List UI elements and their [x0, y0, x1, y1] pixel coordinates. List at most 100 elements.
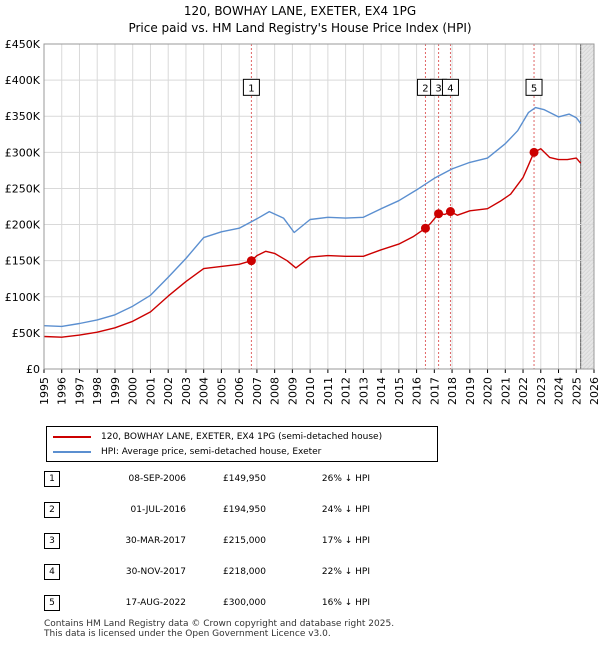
sale-date: 17-AUG-2022	[125, 598, 186, 608]
shade-hatch	[580, 325, 595, 340]
x-tick-label: 2005	[215, 377, 228, 405]
x-tick-label: 2002	[162, 377, 175, 405]
hpi-series-line	[43, 106, 582, 328]
y-tick-label: £400K	[5, 74, 41, 87]
shade-hatch	[580, 101, 595, 116]
sale-point	[420, 223, 430, 233]
shade-hatch	[580, 225, 595, 240]
y-tick-label: £350K	[5, 110, 41, 123]
sale-point	[434, 209, 444, 219]
y-tick-label: £250K	[5, 182, 41, 195]
sale-date: 08-SEP-2006	[128, 474, 186, 484]
x-tick-label: 2024	[553, 377, 566, 405]
shade-hatch	[580, 309, 595, 324]
sale-row: 4 30-NOV-2017 £218,000 22% ↓ HPI	[44, 564, 384, 580]
legend-entry-property: 120, BOWHAY LANE, EXETER, EX4 1PG (semi-…	[53, 429, 382, 445]
sale-number: 3	[44, 533, 60, 549]
x-tick-label: 2004	[198, 377, 211, 405]
shade-hatch	[580, 221, 595, 236]
shade-hatch	[580, 189, 595, 204]
x-tick-label: 2022	[517, 377, 530, 405]
sale-number: 1	[44, 471, 60, 487]
shade-hatch	[580, 185, 595, 200]
legend-entry-hpi: HPI: Average price, semi-detached house,…	[53, 444, 321, 460]
shade-hatch	[580, 297, 595, 312]
shade-hatch	[580, 341, 595, 356]
shade-hatch	[580, 229, 595, 244]
shade-hatch	[580, 93, 595, 108]
y-tick-label: £300K	[5, 146, 41, 159]
shade-hatch	[580, 105, 595, 120]
sale-row: 2 01-JUL-2016 £194,950 24% ↓ HPI	[44, 502, 384, 518]
x-tick-label: 2025	[570, 377, 583, 405]
sale-marker-box	[441, 78, 459, 96]
y-tick-label: £150K	[5, 255, 41, 268]
shade-hatch	[582, 357, 595, 370]
shade-hatch	[580, 133, 595, 148]
legend-label-property: 120, BOWHAY LANE, EXETER, EX4 1PG (semi-…	[101, 432, 383, 442]
shade-hatch	[580, 257, 595, 272]
shade-hatch	[580, 89, 595, 104]
x-tick-label: 2021	[499, 377, 512, 405]
x-tick-label: 2001	[144, 377, 157, 405]
shade-hatch	[580, 45, 595, 60]
shade-hatch	[580, 209, 595, 224]
shade-hatch	[580, 233, 595, 248]
y-tick-label: £450K	[5, 38, 41, 51]
x-tick-label: 2009	[286, 377, 299, 405]
x-tick-label: 2006	[233, 377, 246, 405]
shade-hatch	[580, 333, 595, 348]
shade-hatch	[580, 237, 595, 252]
shade-hatch	[580, 53, 595, 68]
shade-hatch	[580, 43, 588, 52]
shade-hatch	[580, 193, 595, 208]
sale-price: £215,000	[223, 536, 266, 546]
sale-price: £218,000	[223, 567, 266, 577]
x-tick-label: 2016	[411, 377, 424, 405]
shade-hatch	[580, 43, 592, 56]
sale-marker-label: 3	[435, 83, 441, 94]
shade-hatch	[580, 349, 595, 364]
legend-label-hpi: HPI: Average price, semi-detached house,…	[101, 447, 322, 457]
shade-hatch	[580, 317, 595, 332]
shade-hatch	[580, 201, 595, 216]
shade-hatch	[580, 125, 595, 140]
sale-point	[445, 207, 455, 217]
chart-title-block: 120, BOWHAY LANE, EXETER, EX4 1PG Price …	[0, 3, 600, 37]
sale-date: 01-JUL-2016	[130, 505, 186, 515]
y-tick-label: £100K	[5, 291, 41, 304]
y-tick-label: £0	[26, 363, 40, 376]
shade-hatch	[580, 301, 595, 316]
plot-background	[44, 44, 594, 369]
x-tick-label: 2012	[340, 377, 353, 405]
sale-marker-label: 2	[422, 83, 428, 94]
chart-title: 120, BOWHAY LANE, EXETER, EX4 1PG	[183, 4, 417, 18]
chart-subtitle: Price paid vs. HM Land Registry's House …	[128, 21, 472, 35]
shade-hatch	[580, 129, 595, 144]
x-tick-label: 2013	[357, 377, 370, 405]
sale-date: 30-NOV-2017	[125, 567, 186, 577]
shade-hatch	[580, 85, 595, 100]
shade-hatch	[580, 353, 595, 368]
property-series-line	[43, 148, 582, 338]
sale-marker-label: 4	[447, 83, 453, 94]
sale-date: 30-MAR-2017	[125, 536, 186, 546]
x-tick-label: 1997	[73, 377, 86, 405]
sale-number: 5	[44, 595, 60, 611]
sale-row: 1 08-SEP-2006 £149,950 26% ↓ HPI	[44, 471, 384, 487]
shade-hatch	[580, 329, 595, 344]
sale-row: 3 30-MAR-2017 £215,000 17% ↓ HPI	[44, 533, 384, 549]
sale-hpi-diff: 16% ↓ HPI	[321, 598, 370, 608]
y-tick-label: £50K	[12, 327, 41, 340]
shade-hatch	[580, 205, 595, 220]
shade-hatch	[580, 165, 595, 180]
shade-hatch	[580, 65, 595, 80]
x-tick-label: 1996	[56, 377, 69, 405]
x-tick-label: 2023	[535, 377, 548, 405]
sale-number: 4	[44, 564, 60, 580]
shade-hatch	[580, 153, 595, 168]
y-tick-label: £200K	[5, 219, 41, 232]
x-tick-label: 1995	[38, 377, 51, 405]
shade-hatch	[580, 137, 595, 152]
